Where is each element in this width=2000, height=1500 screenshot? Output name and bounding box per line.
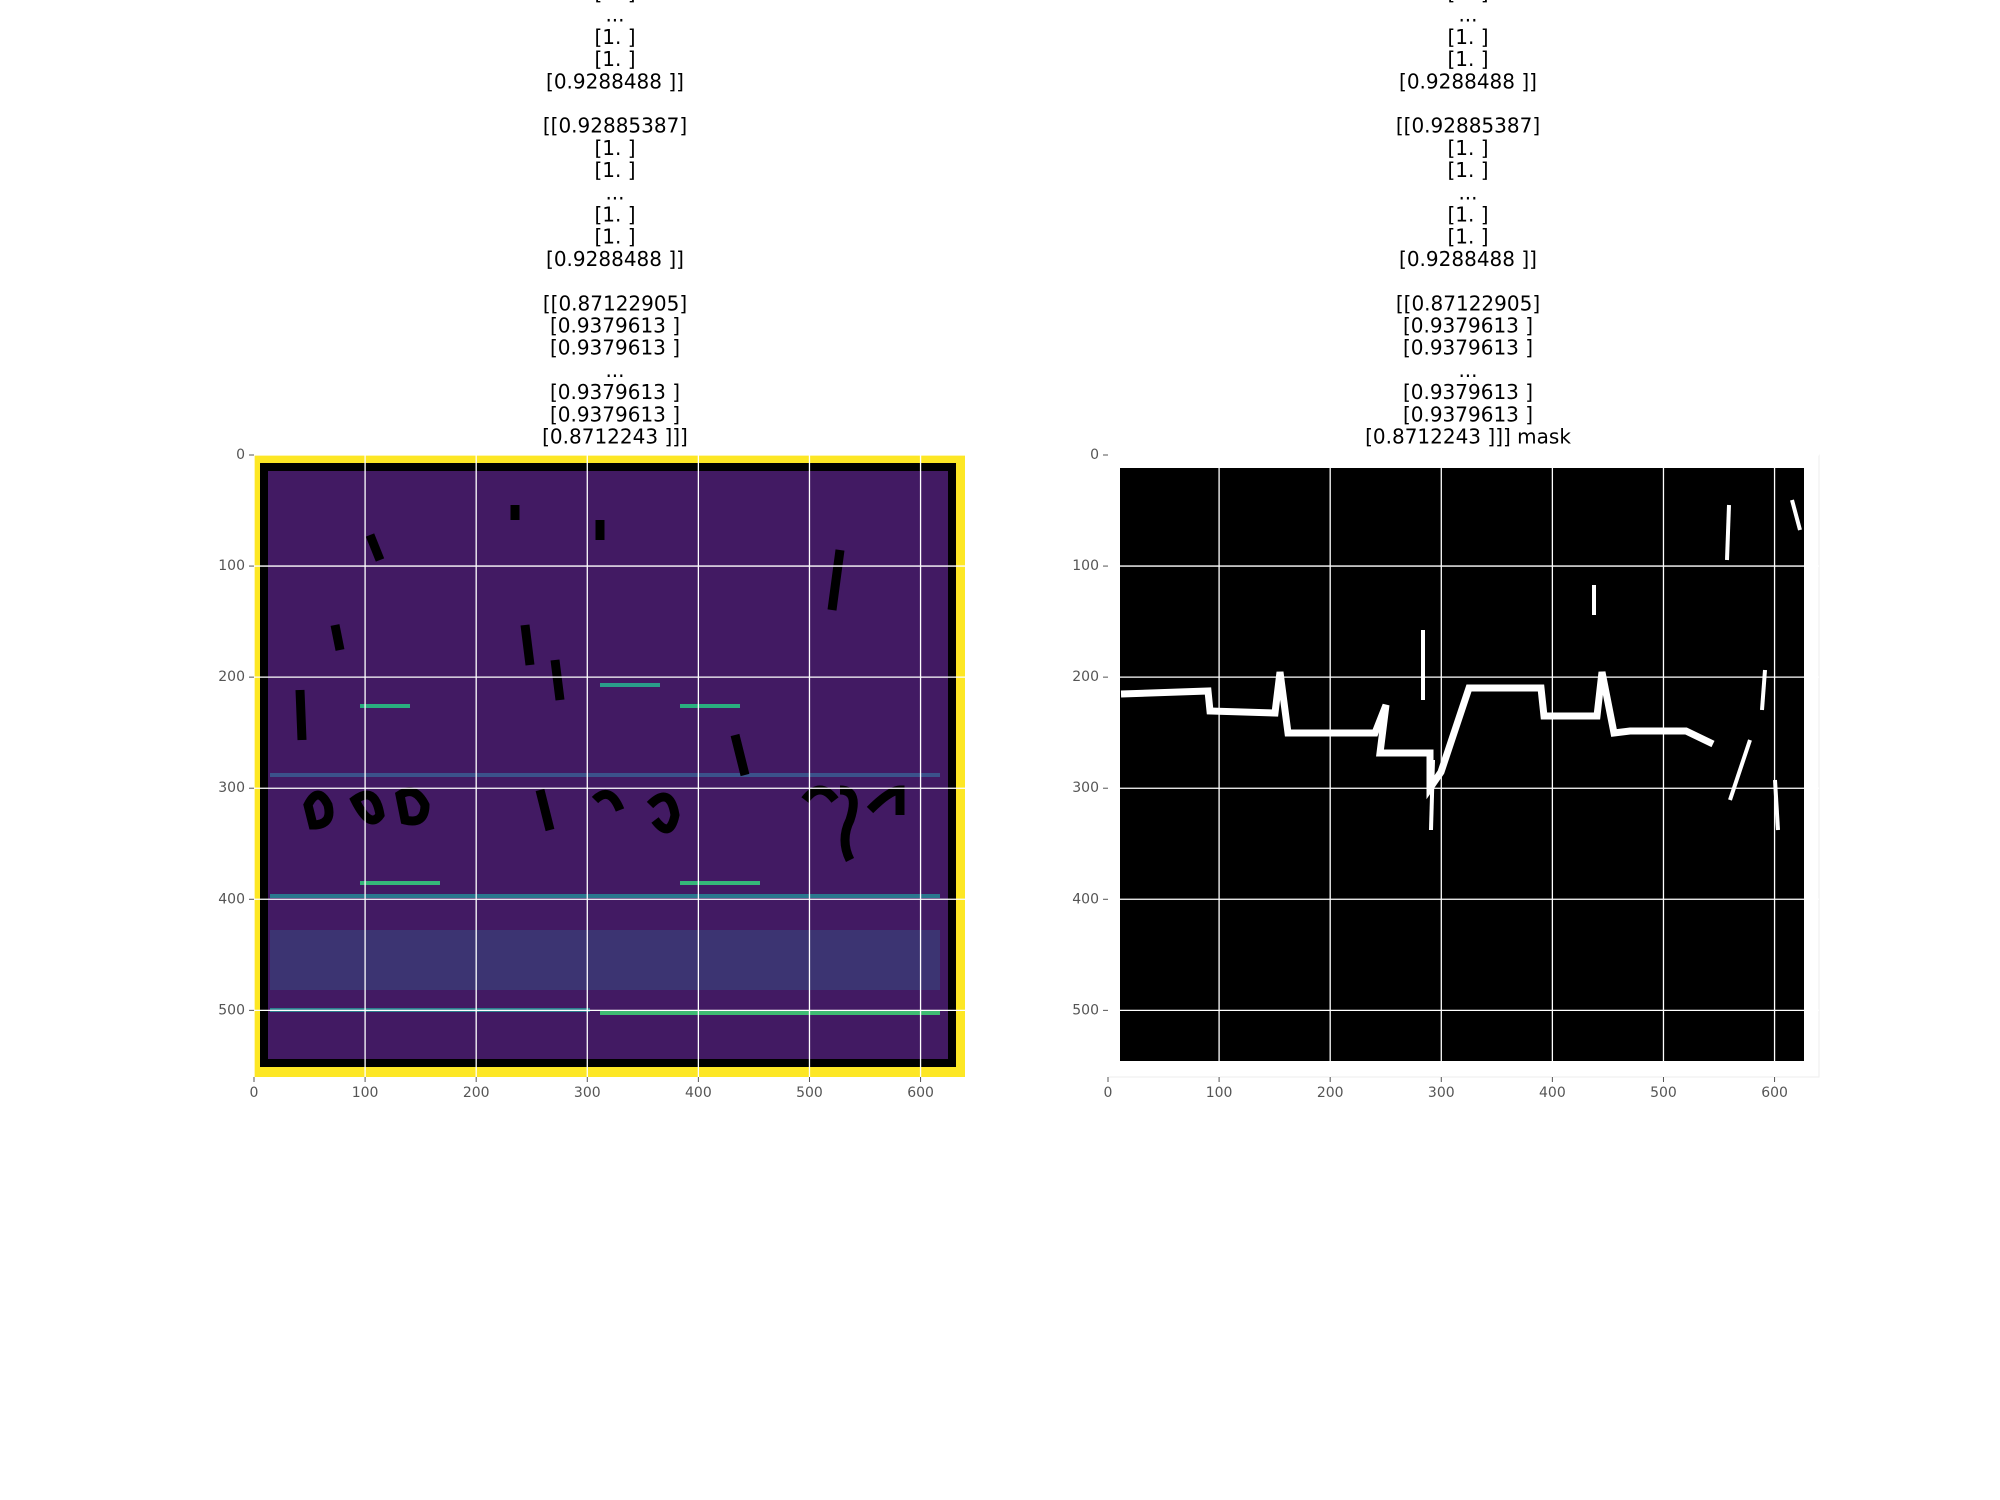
title-line: [1. ] [1447, 225, 1488, 249]
title-line: [0.8712243 ]]] mask [1365, 425, 1571, 449]
x-tick-label: 200 [1317, 1085, 1344, 1101]
y-tick-label: 0 [236, 447, 245, 463]
title-line: [0.9379613 ] [1403, 336, 1533, 360]
title-line: ... [1458, 180, 1477, 204]
x-tick-label: 600 [1761, 1085, 1788, 1101]
spectrum-streaks [270, 683, 940, 1015]
x-tick-label: 500 [796, 1085, 823, 1101]
title-line: ... [1458, 3, 1477, 27]
x-tick-label: 0 [1104, 1085, 1113, 1101]
x-tick-label: 100 [1206, 1085, 1233, 1101]
title-line: [0.9288488 ]] [546, 247, 684, 271]
title-line: ... [1458, 358, 1477, 382]
title-line: [[0.92885387] [1396, 114, 1540, 138]
title-line: [[0.87122905] [1396, 291, 1540, 315]
x-tick-label: 200 [463, 1085, 490, 1101]
y-tick-label: 500 [1072, 1002, 1099, 1018]
title-line: [0.9288488 ]] [546, 69, 684, 93]
x-tick-label: 400 [1539, 1085, 1566, 1101]
y-tick-label: 200 [218, 669, 245, 685]
title-line: [0.9379613 ] [1403, 380, 1533, 404]
x-tick-label: 0 [250, 1085, 259, 1101]
y-tick-label: 0 [1090, 447, 1099, 463]
x-tick-label: 600 [907, 1085, 934, 1101]
title-line: [1. ] [1447, 0, 1488, 5]
x-tick-label: 500 [1650, 1085, 1677, 1101]
left-image [254, 455, 965, 1077]
title-line: [1. ] [594, 225, 635, 249]
title-line: [1. ] [1447, 47, 1488, 71]
title-line: [1. ] [1447, 158, 1488, 182]
title-line: [1. ] [1447, 136, 1488, 160]
title-line: ... [605, 358, 624, 382]
title-line: [0.9379613 ] [550, 314, 680, 338]
right-image [1107, 454, 1820, 1078]
title-line: [1. ] [594, 0, 635, 5]
y-tick-label: 300 [218, 780, 245, 796]
title-line: [1. ] [1447, 25, 1488, 49]
title-line: [0.9379613 ] [550, 336, 680, 360]
y-tick-label: 300 [1072, 780, 1099, 796]
image-frame [1120, 468, 1804, 1061]
y-tick-label: 100 [218, 558, 245, 574]
title-line: [1. ] [594, 203, 635, 227]
y-tick-label: 400 [1072, 891, 1099, 907]
x-tick-label: 400 [685, 1085, 712, 1101]
title-line: [1. ] [594, 158, 635, 182]
title-line: [0.8712243 ]]] [542, 425, 688, 449]
title-line: [1. ] [594, 47, 635, 71]
title-line: [[0.87122905] [543, 291, 687, 315]
title-line: [0.9379613 ] [1403, 314, 1533, 338]
x-tick-label: 100 [352, 1085, 379, 1101]
y-tick-label: 200 [1072, 669, 1099, 685]
title-line: [0.9379613 ] [550, 380, 680, 404]
title-line: [0.9288488 ]] [1399, 69, 1537, 93]
y-tick-label: 400 [218, 891, 245, 907]
title-line: [0.9379613 ] [1403, 402, 1533, 426]
title-line: [0.9379613 ] [550, 402, 680, 426]
title-line: [1. ] [1447, 203, 1488, 227]
y-tick-label: 100 [1072, 558, 1099, 574]
title-line: [1. ] [594, 25, 635, 49]
y-tick-label: 500 [218, 1002, 245, 1018]
title-line: ... [605, 180, 624, 204]
title-line: [[0.92885387] [543, 114, 687, 138]
title-line: [1. ] [594, 136, 635, 160]
title-line: [0.9288488 ]] [1399, 247, 1537, 271]
x-tick-label: 300 [574, 1085, 601, 1101]
title-line: ... [605, 3, 624, 27]
contours [295, 505, 905, 863]
x-tick-label: 300 [1428, 1085, 1455, 1101]
